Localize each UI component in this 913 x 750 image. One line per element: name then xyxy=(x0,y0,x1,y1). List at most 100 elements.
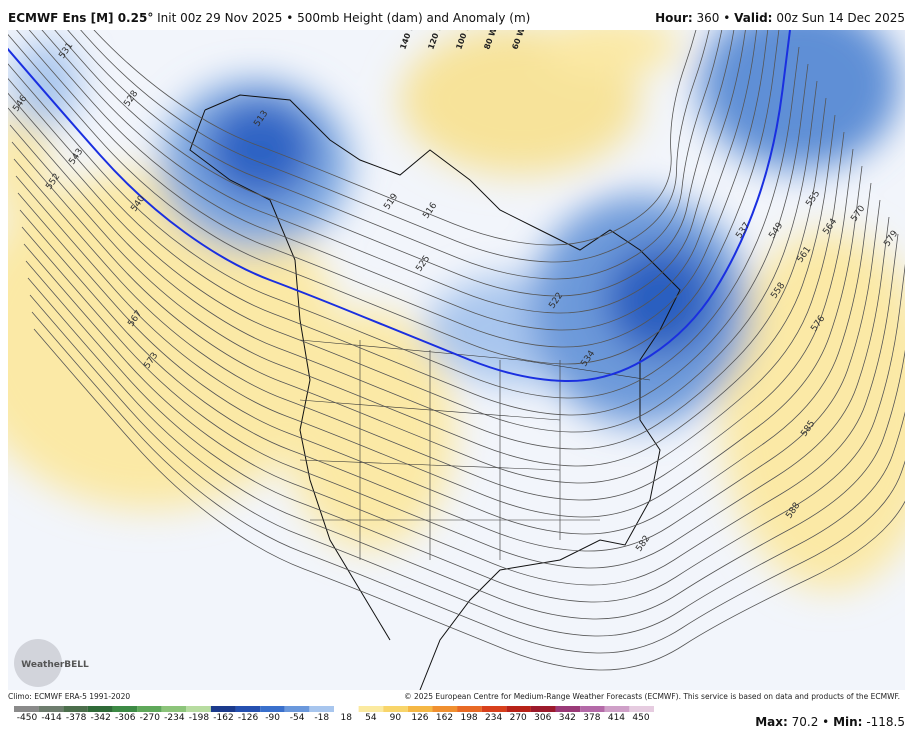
colorbar-label: 90 xyxy=(390,713,402,723)
colorbar-label: 126 xyxy=(411,713,428,723)
contour xyxy=(33,328,905,671)
colorbar-swatch xyxy=(457,706,482,712)
colorbar-label: -90 xyxy=(265,713,280,723)
colorbar-label: -18 xyxy=(314,713,329,723)
colorbar-swatch xyxy=(63,706,88,712)
contour xyxy=(15,165,863,518)
contour xyxy=(67,30,723,280)
colorbar-swatch xyxy=(530,706,556,712)
contour xyxy=(93,30,697,246)
colorbar-label: -234 xyxy=(164,713,185,723)
product: 500mb Height (dam) and Anomaly (m) xyxy=(297,11,530,25)
header-right: Hour: 360 • Valid: 00z Sun 14 Dec 2025 xyxy=(655,11,905,25)
height-contours xyxy=(8,30,905,671)
colorbar-label: -126 xyxy=(238,713,259,723)
colorbar: -450 -414 -378 -342 -306 -270 -234 -198 -162 -126… xyxy=(14,706,654,723)
colorbar-swatch xyxy=(137,706,162,712)
colorbar-swatch xyxy=(555,706,581,712)
colorbar-label: -414 xyxy=(41,713,62,723)
colorbar-swatch xyxy=(432,706,458,712)
contour xyxy=(9,114,836,467)
copyright: © 2025 European Centre for Medium-Range … xyxy=(404,692,900,701)
colorbar-swatch xyxy=(186,706,211,712)
colorbar-label: -198 xyxy=(189,713,210,723)
contour xyxy=(28,30,758,331)
valid-label: Valid: xyxy=(734,11,772,25)
colorbar-swatch xyxy=(260,706,285,712)
min: -118.5 xyxy=(866,715,905,729)
logo-mark xyxy=(14,639,62,687)
contour xyxy=(21,216,890,569)
colorbar-swatch xyxy=(38,706,64,712)
climo: Climo: ECMWF ERA-5 1991-2020 xyxy=(8,692,130,701)
contour xyxy=(8,97,827,450)
separator: • xyxy=(822,715,829,729)
contour xyxy=(8,63,809,416)
contour xyxy=(8,30,780,365)
colorbar-swatch xyxy=(284,706,310,712)
colorbar-label: 342 xyxy=(559,713,576,723)
colorbar-swatch xyxy=(407,706,433,712)
contour xyxy=(31,311,905,654)
colorbar-label: 234 xyxy=(485,713,502,723)
separator: • xyxy=(723,11,730,25)
colorbar-swatch xyxy=(87,706,113,712)
header-left: ECMWF Ens [M] 0.25° Init 00z 29 Nov 2025… xyxy=(8,11,530,25)
colorbar-swatch xyxy=(14,706,39,712)
title: ECMWF Ens [M] 0.25° xyxy=(8,11,153,25)
contour-540 xyxy=(8,30,791,383)
colorbar-label: 198 xyxy=(460,713,477,723)
colorbar-label: -450 xyxy=(17,713,38,723)
contour xyxy=(25,260,905,603)
stats: Max: 70.2 • Min: -118.5 xyxy=(755,715,905,729)
colorbar-swatch xyxy=(629,706,654,712)
contour xyxy=(19,199,881,552)
hour: 360 xyxy=(697,11,720,25)
logo: WeatherBELL xyxy=(21,660,89,670)
contour xyxy=(80,30,710,263)
contour xyxy=(29,294,905,637)
colorbar-swatch xyxy=(334,706,359,712)
anomaly-shading xyxy=(8,30,905,590)
colorbar-label: -306 xyxy=(115,713,136,723)
contour xyxy=(23,233,899,586)
colorbar-swatch xyxy=(210,706,236,712)
max-label: Max: xyxy=(755,715,788,729)
contour xyxy=(41,30,746,314)
colorbar-label: 270 xyxy=(510,713,527,723)
contour xyxy=(8,80,818,433)
max: 70.2 xyxy=(792,715,819,729)
colorbar-label: -54 xyxy=(290,713,305,723)
init: Init 00z 29 Nov 2025 xyxy=(157,11,282,25)
colorbar-label: 306 xyxy=(534,713,551,723)
hour-label: Hour: xyxy=(655,11,693,25)
colorbar-swatch xyxy=(604,706,630,712)
min-label: Min: xyxy=(833,715,862,729)
colorbar-swatch xyxy=(383,706,408,712)
colorbar-label: -162 xyxy=(213,713,233,723)
colorbar-label: 450 xyxy=(632,713,649,723)
colorbar-label: 414 xyxy=(608,713,625,723)
colorbar-swatch xyxy=(309,706,334,712)
colorbar-label: 378 xyxy=(583,713,600,723)
valid: 00z Sun 14 Dec 2025 xyxy=(776,11,905,25)
contour xyxy=(13,148,854,501)
state-lines xyxy=(299,339,651,560)
colorbar-swatch xyxy=(481,706,507,712)
colorbar-swatch xyxy=(358,706,384,712)
colorbar-label: -270 xyxy=(140,713,161,723)
colorbar-swatch xyxy=(235,706,261,712)
contour xyxy=(16,30,769,348)
colorbar-label: -378 xyxy=(66,713,87,723)
separator: • xyxy=(286,11,293,25)
colorbar-label: 54 xyxy=(365,713,377,723)
contour xyxy=(17,182,872,535)
colorbar-swatch xyxy=(112,706,138,712)
contour xyxy=(11,131,845,484)
contour xyxy=(27,277,905,620)
colorbar-label: -342 xyxy=(90,713,110,723)
colorbar-label: 162 xyxy=(436,713,453,723)
contour xyxy=(54,30,735,297)
